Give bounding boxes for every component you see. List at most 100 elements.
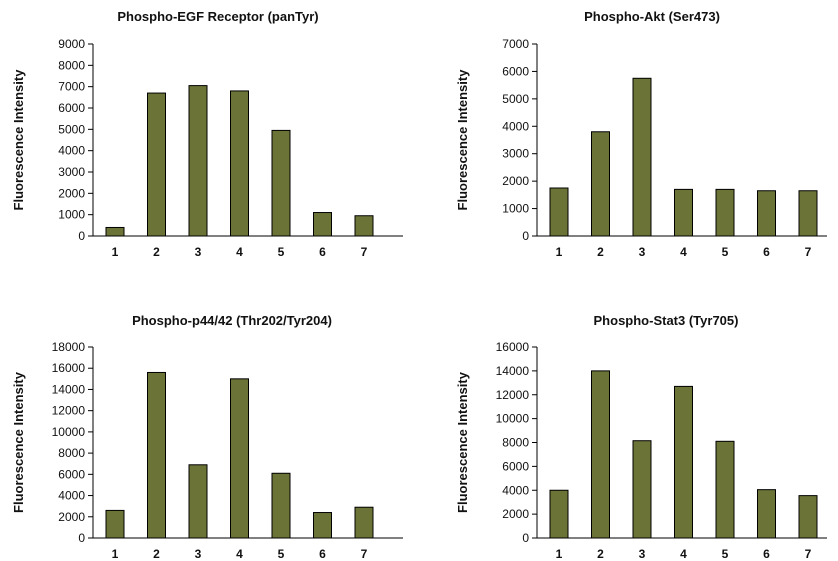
y-tick-label: 6000: [502, 64, 529, 78]
bar-2: [591, 370, 610, 539]
y-tick-label: 8000: [502, 436, 529, 450]
x-tick-label: 7: [361, 245, 368, 259]
y-tick-label: 1000: [58, 208, 85, 222]
x-tick-label: 3: [639, 245, 646, 259]
y-axis-label: Fluorescence Intensity: [455, 69, 470, 211]
x-tick-label: 2: [597, 547, 604, 561]
bar-4: [230, 378, 249, 539]
y-tick-label: 10000: [52, 425, 86, 439]
y-tick-label: 6000: [58, 467, 85, 481]
x-tick-label: 1: [556, 547, 563, 561]
bar-6: [757, 190, 776, 237]
y-tick-label: 8000: [58, 446, 85, 460]
x-tick-label: 6: [763, 245, 770, 259]
y-tick-label: 7000: [58, 80, 85, 94]
x-tick-label: 4: [236, 547, 243, 561]
x-tick-label: 2: [153, 547, 160, 561]
bar-3: [188, 85, 208, 237]
bar-3: [632, 77, 652, 237]
y-tick-label: 0: [522, 229, 529, 243]
y-tick-label: 4000: [502, 483, 529, 497]
x-tick-label: 5: [278, 547, 285, 561]
y-tick-label: 16000: [52, 361, 86, 375]
bar-1: [105, 509, 125, 539]
bar-7: [354, 215, 374, 237]
y-tick-label: 9000: [58, 37, 85, 51]
chart-title: Phospho-Stat3 (Tyr705): [594, 313, 739, 328]
bar-5: [271, 129, 291, 237]
chart-panel-1: Phospho-EGF Receptor (panTyr) Fluorescenc…: [11, 9, 403, 259]
y-axis-label: Fluorescence Intensity: [11, 69, 26, 211]
y-axis-label: Fluorescence Intensity: [11, 371, 26, 513]
x-tick-label: 6: [319, 245, 326, 259]
bar-3: [188, 464, 208, 539]
x-tick-label: 5: [278, 245, 285, 259]
y-tick-label: 18000: [52, 340, 86, 354]
x-tick-label: 3: [639, 547, 646, 561]
x-tick-label: 5: [722, 245, 729, 259]
bar-1: [549, 187, 569, 237]
y-tick-label: 10000: [496, 412, 530, 426]
bar-2: [147, 371, 166, 539]
x-tick-label: 1: [112, 245, 119, 259]
chart-title: Phospho-p44/42 (Thr202/Tyr204): [132, 313, 332, 328]
y-tick-label: 1000: [502, 202, 529, 216]
chart-title: Phospho-EGF Receptor (panTyr): [117, 9, 318, 24]
chart-panel-2: Phospho-Akt (Ser473) Fluorescence Intensi…: [455, 9, 827, 259]
y-tick-label: 0: [78, 531, 85, 545]
x-tick-label: 1: [556, 245, 563, 259]
y-tick-label: 3000: [58, 165, 85, 179]
y-tick-label: 4000: [58, 144, 85, 158]
y-tick-label: 2000: [58, 510, 85, 524]
y-tick-label: 12000: [52, 404, 86, 418]
x-tick-label: 4: [680, 547, 687, 561]
y-tick-label: 2000: [502, 507, 529, 521]
y-tick-label: 12000: [496, 388, 530, 402]
y-tick-label: 0: [78, 229, 85, 243]
x-tick-label: 7: [361, 547, 368, 561]
y-axis-label: Fluorescence Intensity: [455, 371, 470, 513]
bar-4: [674, 385, 693, 539]
y-tick-label: 2000: [502, 174, 529, 188]
bar-7: [798, 495, 818, 539]
bar-5: [715, 188, 735, 237]
y-tick-label: 4000: [502, 119, 529, 133]
bar-4: [674, 188, 693, 237]
x-tick-label: 3: [195, 547, 202, 561]
bar-2: [147, 92, 166, 237]
chart-panel-3: Phospho-p44/42 (Thr202/Tyr204) Fluorescen…: [11, 313, 403, 561]
y-tick-label: 7000: [502, 37, 529, 51]
x-tick-label: 2: [153, 245, 160, 259]
bar-5: [715, 440, 735, 539]
y-tick-label: 4000: [58, 489, 85, 503]
bar-7: [354, 506, 374, 539]
y-tick-label: 6000: [58, 101, 85, 115]
y-tick-label: 5000: [502, 92, 529, 106]
x-tick-label: 7: [805, 245, 812, 259]
bar-7: [798, 190, 818, 237]
y-tick-label: 3000: [502, 147, 529, 161]
x-tick-label: 7: [805, 547, 812, 561]
bar-4: [230, 90, 249, 237]
bar-1: [105, 226, 125, 237]
x-tick-label: 6: [319, 547, 326, 561]
y-tick-label: 16000: [496, 340, 530, 354]
x-tick-label: 3: [195, 245, 202, 259]
y-tick-label: 0: [522, 531, 529, 545]
y-tick-label: 14000: [52, 382, 86, 396]
bar-2: [591, 131, 610, 237]
x-tick-label: 1: [112, 547, 119, 561]
x-tick-label: 2: [597, 245, 604, 259]
bar-1: [549, 489, 569, 539]
x-tick-label: 4: [680, 245, 687, 259]
y-tick-label: 14000: [496, 364, 530, 378]
y-tick-label: 2000: [58, 186, 85, 200]
bar-6: [313, 512, 332, 539]
x-tick-label: 6: [763, 547, 770, 561]
y-tick-label: 8000: [58, 58, 85, 72]
chart-panel-4: Phospho-Stat3 (Tyr705) Fluorescence Inten…: [455, 313, 827, 561]
bar-6: [757, 489, 776, 539]
bar-6: [313, 212, 332, 237]
chart-title: Phospho-Akt (Ser473): [584, 9, 720, 24]
